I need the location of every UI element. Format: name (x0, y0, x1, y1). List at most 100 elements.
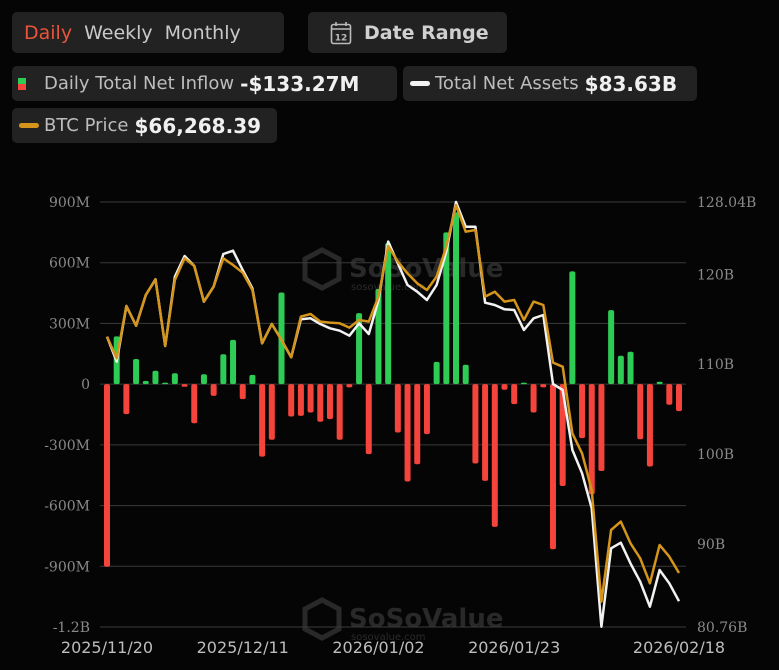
inflow-bar (482, 384, 489, 481)
tab-daily[interactable]: Daily (24, 21, 73, 44)
inflow-bar (326, 384, 333, 420)
left-axis-tick: 300M (49, 316, 90, 332)
inflow-bar (627, 351, 634, 385)
inflow-bar (637, 384, 644, 440)
date-range-button[interactable]: 12 Date Range (308, 12, 507, 53)
inflow-bar (404, 384, 411, 482)
inflow-bar (598, 384, 605, 471)
inflow-bar (200, 374, 207, 385)
inflow-bar (666, 384, 673, 405)
inflow-bar (617, 355, 624, 385)
right-axis-tick: 100B (697, 447, 734, 463)
inflow-bar (559, 384, 566, 486)
inflow-bar (239, 384, 246, 400)
inflow-bar (646, 384, 653, 467)
inflow-bar (249, 374, 256, 385)
period-tabs: Daily Weekly Monthly (12, 12, 284, 53)
left-axis-tick: -300M (44, 438, 90, 454)
left-axis-tick: -1.2B (53, 620, 90, 636)
inflow-bar (317, 384, 324, 422)
left-axis-tick: -900M (44, 559, 90, 575)
btc-price-line (105, 203, 681, 603)
right-axis-tick: 90B (697, 537, 725, 553)
inflow-bar (336, 384, 343, 440)
sosovalue-logo-icon (302, 597, 342, 641)
legend-value: $83.63B (584, 71, 678, 96)
inflow-bar (181, 384, 188, 387)
inflow-bar (443, 232, 450, 385)
legend-btc-price[interactable]: BTC Price $66,268.39 (12, 108, 277, 143)
inflow-bar (346, 384, 353, 388)
inflow-bar (220, 354, 227, 385)
inflow-bar (288, 384, 295, 417)
left-axis-tick: 900M (49, 195, 90, 211)
sosovalue-logo-icon (302, 247, 342, 291)
legend-label: Total Net Assets (435, 73, 579, 94)
inflow-bar (520, 382, 527, 385)
inflow-bar (104, 384, 110, 567)
inflow-bar (162, 382, 169, 385)
inflow-bar (462, 364, 469, 385)
inflow-bar (530, 384, 537, 413)
right-axis-tick: 110B (697, 357, 734, 373)
assets-line-swatch-icon (410, 81, 430, 86)
inflow-bar (133, 359, 140, 385)
inflow-bar (152, 370, 159, 385)
date-range-label: Date Range (364, 21, 489, 44)
left-axis-tick: 0 (81, 377, 90, 393)
left-axis-tick: 600M (49, 256, 90, 272)
watermark-subtext: sosovalue.com (351, 632, 426, 643)
tab-weekly[interactable]: Weekly (84, 21, 153, 44)
inflow-bar (191, 384, 198, 424)
inflow-bar (549, 384, 556, 550)
inflow-bar (423, 384, 430, 435)
inflow-swatch-icon (18, 77, 26, 90)
legend-total-net-assets[interactable]: Total Net Assets $83.63B (403, 66, 697, 101)
x-axis-tick: 2026/02/18 (633, 638, 725, 657)
inflow-bar (569, 271, 576, 385)
inflow-bar (268, 384, 275, 440)
inflow-bar (540, 384, 547, 388)
inflow-bar (259, 384, 266, 457)
inflow-bar (385, 243, 392, 385)
right-axis-tick: 128.04B (697, 195, 756, 211)
inflow-bar (307, 384, 314, 413)
x-axis-tick: 2026/01/23 (468, 638, 560, 657)
inflow-bar (608, 310, 615, 385)
inflow-bar (588, 384, 595, 495)
inflow-bar (453, 212, 460, 385)
inflow-bar (297, 384, 304, 416)
inflow-bar (579, 384, 586, 439)
legend-value: $66,268.39 (134, 113, 262, 138)
inflow-bar (394, 384, 401, 433)
legend-label: Daily Total Net Inflow (44, 73, 235, 94)
inflow-bar (171, 373, 178, 385)
btc-line-swatch-icon (19, 123, 39, 128)
inflow-bar (676, 384, 682, 412)
x-axis-tick: 2025/11/20 (61, 638, 153, 657)
watermark-text: SoSoValue (349, 254, 503, 284)
inflow-bar (123, 384, 130, 415)
inflow-bar (656, 381, 663, 385)
inflow-bar (511, 384, 518, 405)
inflow-bar (414, 384, 421, 465)
svg-text:12: 12 (335, 33, 348, 43)
inflow-bar (491, 384, 498, 527)
left-axis-tick: -600M (44, 499, 90, 515)
right-axis-tick: 80.76B (697, 620, 747, 636)
inflow-bar (210, 384, 217, 396)
x-axis-tick: 2026/01/02 (332, 638, 424, 657)
inflow-bar (356, 313, 363, 385)
right-axis-tick: 120B (697, 267, 734, 283)
inflow-bar (501, 384, 508, 390)
tab-monthly[interactable]: Monthly (164, 21, 241, 44)
x-axis-tick: 2025/12/11 (197, 638, 289, 657)
legend-daily-net-inflow[interactable]: Daily Total Net Inflow -$133.27M (12, 66, 397, 101)
inflow-bar (230, 339, 237, 385)
legend-label: BTC Price (44, 115, 129, 136)
inflow-bar (142, 380, 149, 385)
watermark-text: SoSoValue (349, 604, 503, 634)
